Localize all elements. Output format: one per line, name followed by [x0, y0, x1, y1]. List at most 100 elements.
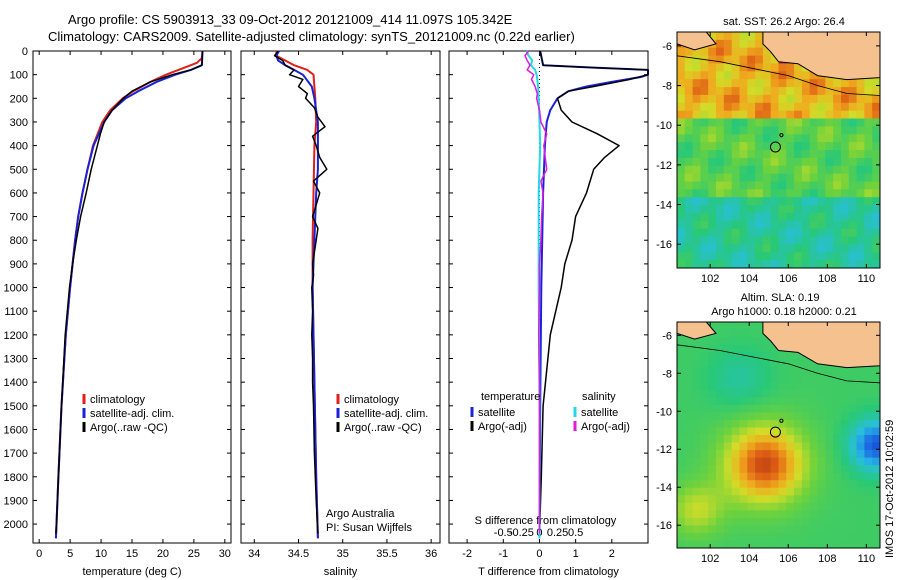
- sst-cell: [677, 47, 686, 57]
- difference-axis-tick-label: -2: [462, 548, 472, 560]
- sst-cell: [817, 165, 826, 175]
- sla-cell: [848, 404, 858, 413]
- sst-cell: [770, 165, 780, 175]
- sla-cell: [723, 540, 733, 548]
- sla-cell: [747, 487, 756, 496]
- sst-cell: [684, 134, 694, 143]
- sla-cell: [739, 540, 748, 548]
- sla-cell: [700, 435, 709, 444]
- sla-cell: [723, 495, 733, 504]
- sst-cell: [708, 126, 717, 135]
- sla-cell: [723, 374, 733, 383]
- sst-cell: [872, 126, 880, 135]
- depth-tick-label: 600: [10, 188, 28, 200]
- sla-cell: [856, 412, 865, 421]
- sst-cell: [692, 260, 701, 268]
- sst-cell: [692, 126, 701, 135]
- sst-cell: [692, 181, 701, 190]
- sst-cell: [864, 181, 873, 190]
- sla-cell: [677, 359, 686, 368]
- sst-cell: [755, 205, 764, 214]
- temperature-legend-label: climatology: [90, 394, 146, 406]
- sla-cell: [731, 367, 741, 376]
- sst-cell: [817, 87, 826, 96]
- sla-cell: [864, 457, 873, 466]
- sla-cell: [684, 502, 694, 511]
- sst-cell: [770, 157, 780, 167]
- sla-cell: [684, 457, 694, 466]
- sla-cell: [825, 510, 834, 519]
- sst-cell: [864, 173, 873, 183]
- sst-cell: [692, 79, 701, 88]
- sst-cell: [825, 110, 834, 120]
- sst-land-west: [677, 32, 717, 51]
- sla-cell: [747, 389, 756, 398]
- sst-cell: [708, 94, 717, 104]
- sst-cell: [692, 102, 701, 112]
- sst-cell: [864, 260, 873, 268]
- sst-cell: [856, 157, 865, 167]
- sla-cell: [692, 472, 701, 481]
- sla-cell: [770, 480, 780, 489]
- sst-cell: [794, 126, 803, 135]
- sla-cell: [716, 495, 725, 504]
- sst-cell: [864, 87, 873, 96]
- sst-cell: [739, 244, 748, 253]
- sst-cell: [700, 63, 709, 72]
- sla-cell: [848, 397, 858, 406]
- sla-land-west: [677, 322, 717, 340]
- sla-cell: [700, 465, 709, 474]
- sla-cell: [801, 525, 811, 534]
- sla-cell: [723, 465, 733, 474]
- sst-cell: [747, 252, 756, 261]
- sla-cell: [786, 442, 795, 451]
- sla-cell: [786, 427, 795, 436]
- sst-cell: [716, 110, 725, 120]
- salinity-legend-label: climatology: [344, 394, 400, 406]
- sla-cell: [786, 412, 795, 421]
- sla-cell: [809, 419, 819, 428]
- sst-cell: [731, 39, 741, 49]
- sla-cell: [747, 412, 756, 421]
- sst-cell: [739, 236, 748, 245]
- sla-contour: [677, 344, 880, 384]
- sla-cell: [708, 517, 717, 526]
- sla-cell: [825, 427, 834, 436]
- sst-cell: [692, 63, 701, 72]
- sla-cell: [778, 442, 787, 451]
- sla-cell: [841, 517, 850, 526]
- sst-cell: [747, 228, 756, 238]
- sla-cell: [731, 502, 741, 511]
- sla-cell: [700, 389, 709, 398]
- sla-cell: [778, 374, 787, 383]
- sst-cell: [864, 197, 873, 206]
- sla-cell: [716, 322, 725, 331]
- depth-tick-label: 200: [10, 93, 28, 105]
- sst-cell: [700, 157, 709, 167]
- sst-cell: [692, 118, 701, 127]
- sst-cell: [872, 260, 880, 268]
- sst-cell: [872, 87, 880, 96]
- sst-cell: [778, 244, 787, 253]
- sst-cell: [786, 181, 795, 190]
- sst-cell: [778, 102, 787, 112]
- sla-cell: [723, 532, 733, 541]
- sla-cell: [778, 450, 787, 459]
- sst-cell: [684, 205, 694, 214]
- sla-cell: [677, 540, 686, 548]
- sla-cell: [684, 472, 694, 481]
- sla-cell: [677, 487, 686, 496]
- sst-cell: [856, 189, 865, 198]
- sla-cell: [716, 465, 725, 474]
- sst-cell: [700, 244, 709, 253]
- sst-cell: [809, 102, 819, 112]
- sst-cell: [762, 236, 772, 245]
- sst-cell: [825, 197, 834, 206]
- sst-cell: [786, 189, 795, 198]
- sla-cell: [731, 540, 741, 548]
- sla-cell: [739, 465, 748, 474]
- sst-cell: [762, 228, 772, 238]
- salinity-legend-label: satellite-adj. clim.: [344, 408, 428, 420]
- sst-cell: [723, 134, 733, 143]
- sst-cell: [755, 39, 764, 49]
